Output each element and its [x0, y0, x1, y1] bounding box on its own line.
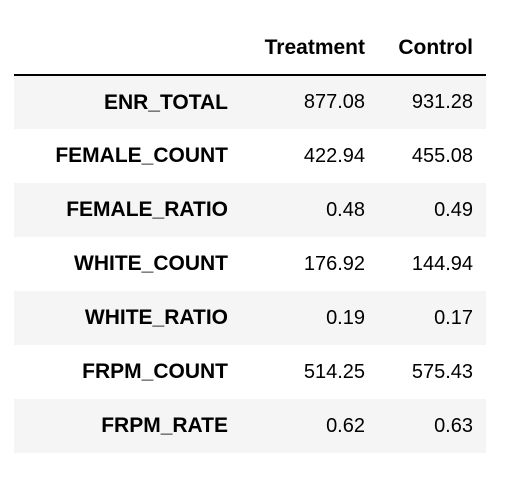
table-row: FEMALE_COUNT 422.94 455.08 — [14, 129, 486, 183]
table-row: FEMALE_RATIO 0.48 0.49 — [14, 183, 486, 237]
cell-control: 931.28 — [411, 91, 473, 113]
column-header-treatment: Treatment — [230, 21, 378, 76]
cell-treatment: 0.19 — [326, 306, 365, 329]
row-label: WHITE_RATIO — [84, 306, 228, 329]
cell-treatment: 877.08 — [303, 91, 365, 113]
row-label: FRPM_RATE — [101, 414, 228, 437]
dataframe-table: Treatment Control ENR_TOTAL 877.08 931.2… — [14, 21, 486, 453]
cell-treatment: 0.48 — [326, 198, 365, 221]
table-body: ENR_TOTAL 877.08 931.28 FEMALE_COUNT 422… — [14, 75, 486, 453]
cell-control: 144.94 — [411, 252, 473, 275]
row-label: ENR_TOTAL — [103, 90, 228, 114]
cell-control: 455.08 — [411, 144, 473, 167]
header-row: Treatment Control — [14, 21, 486, 76]
table-header: Treatment Control — [14, 21, 486, 76]
row-label: FEMALE_COUNT — [55, 144, 228, 167]
cell-control: 0.17 — [434, 306, 473, 329]
cell-control: 575.43 — [411, 360, 473, 383]
column-header-control: Control — [378, 21, 486, 76]
row-label: FEMALE_RATIO — [66, 198, 228, 221]
index-header-blank — [14, 21, 230, 76]
row-label: FRPM_COUNT — [82, 360, 228, 383]
table-row: FRPM_COUNT 514.25 575.43 — [14, 345, 486, 399]
cell-treatment: 0.62 — [326, 414, 365, 437]
cell-control: 0.49 — [434, 198, 473, 221]
cell-control: 0.63 — [434, 414, 473, 437]
cell-treatment: 176.92 — [303, 252, 365, 275]
table-row: WHITE_COUNT 176.92 144.94 — [14, 237, 486, 291]
table-row: FRPM_RATE 0.62 0.63 — [14, 399, 486, 453]
row-label: WHITE_COUNT — [74, 252, 228, 275]
cell-treatment: 422.94 — [303, 144, 365, 167]
cell-treatment: 514.25 — [303, 360, 365, 383]
table-row: ENR_TOTAL 877.08 931.28 — [14, 75, 486, 129]
table-row: WHITE_RATIO 0.19 0.17 — [14, 291, 486, 345]
